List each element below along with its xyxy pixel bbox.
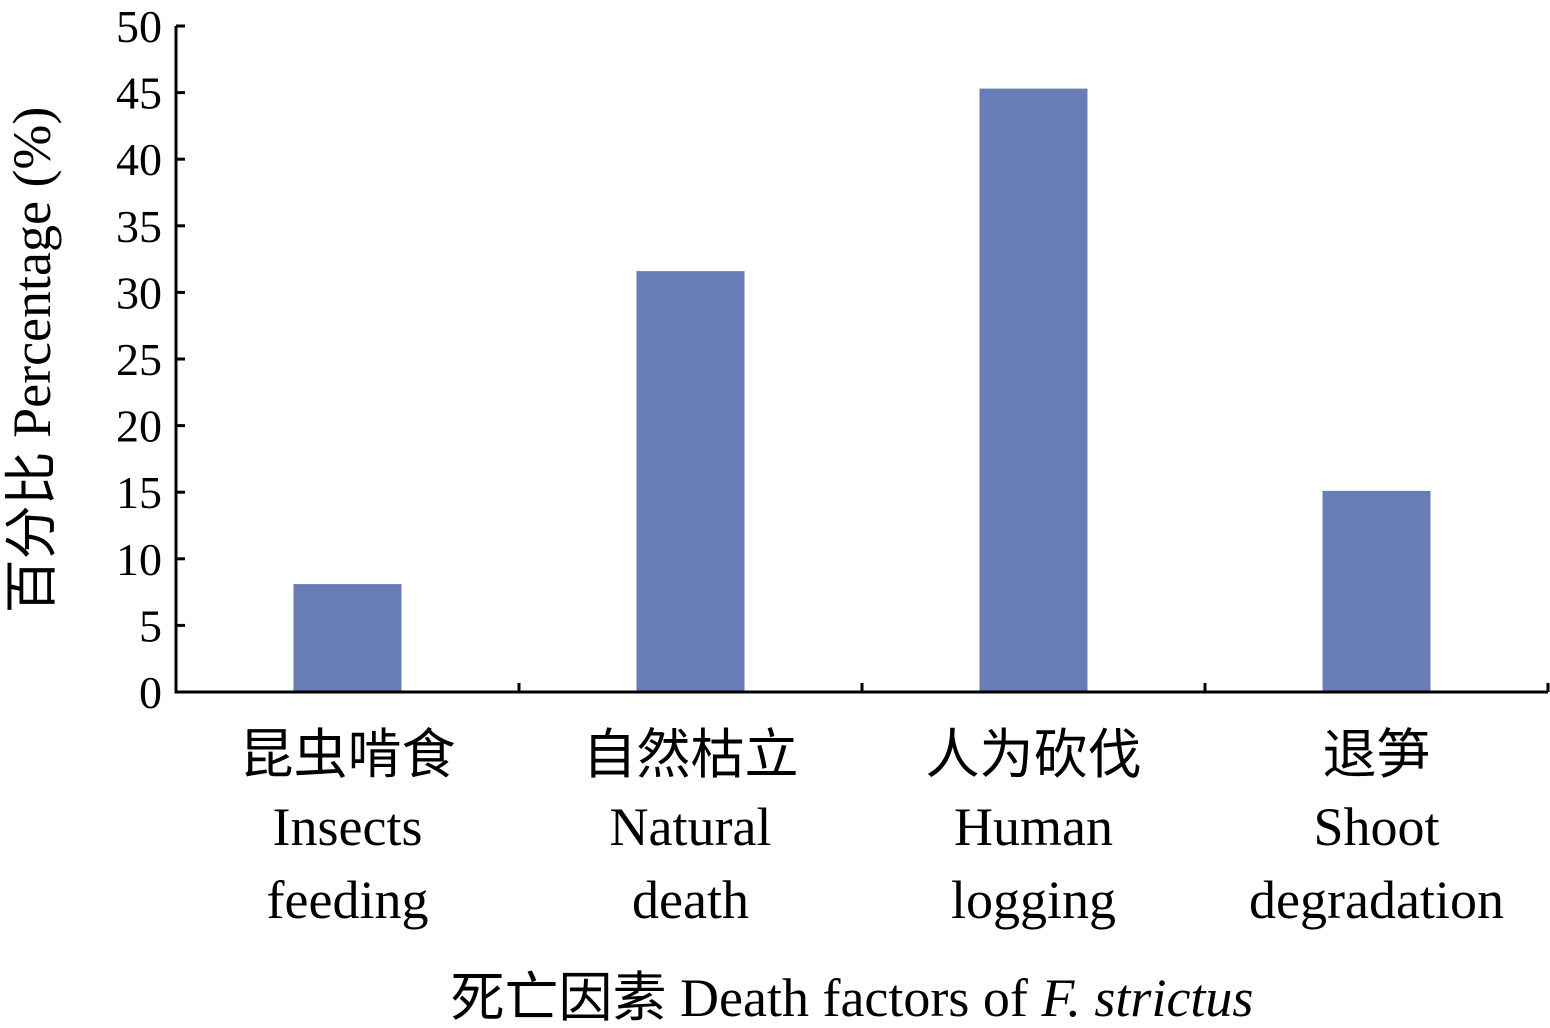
- category-label-en: Insects: [273, 797, 423, 857]
- category-label-zh: 人为砍伐: [926, 725, 1142, 785]
- bar: [636, 271, 745, 692]
- category-label-en: degradation: [1249, 870, 1504, 930]
- y-tick-label: 0: [139, 667, 162, 718]
- category-label-en: Natural: [610, 797, 772, 857]
- x-category-labels: 昆虫啃食 Insects feeding 自然枯立 Natural death 人为砍伐 Hu…: [240, 725, 1504, 930]
- category-label-en: death: [632, 870, 749, 930]
- x-axis-title-species: F. strictus: [1040, 968, 1253, 1028]
- y-tick-label: 15: [116, 467, 162, 518]
- y-tick-label: 45: [116, 68, 162, 119]
- y-tick-labels: 0 5 10 15 20 25 30 35 40 45 50: [116, 1, 162, 718]
- bar: [979, 88, 1088, 692]
- axes-group: [174, 24, 1550, 694]
- x-axis-title: 死亡因素 Death factors of F. strictus: [451, 968, 1254, 1028]
- bars-group: [293, 88, 1431, 692]
- y-tick-label: 40: [116, 134, 162, 185]
- y-axis-title: 百分比 Percentage (%): [2, 107, 62, 614]
- bar: [1322, 490, 1431, 692]
- category-label-zh: 自然枯立: [583, 725, 799, 785]
- y-tick-label: 10: [116, 534, 162, 585]
- y-tick-label: 30: [116, 267, 162, 318]
- y-tick-label: 50: [116, 1, 162, 52]
- x-axis-title-main: 死亡因素 Death factors of: [451, 968, 1042, 1028]
- bar: [293, 584, 402, 692]
- category-label-zh: 退笋: [1323, 725, 1431, 785]
- y-tick-label: 5: [139, 600, 162, 651]
- y-tick-label: 20: [116, 401, 162, 452]
- y-tick-label: 25: [116, 334, 162, 385]
- category-label-en: Shoot: [1313, 797, 1439, 857]
- category-label-en: logging: [951, 870, 1116, 930]
- y-tick-label: 35: [116, 201, 162, 252]
- category-label-en: feeding: [267, 870, 429, 930]
- category-label-zh: 昆虫啃食: [240, 725, 456, 785]
- category-label-en: Human: [954, 797, 1113, 857]
